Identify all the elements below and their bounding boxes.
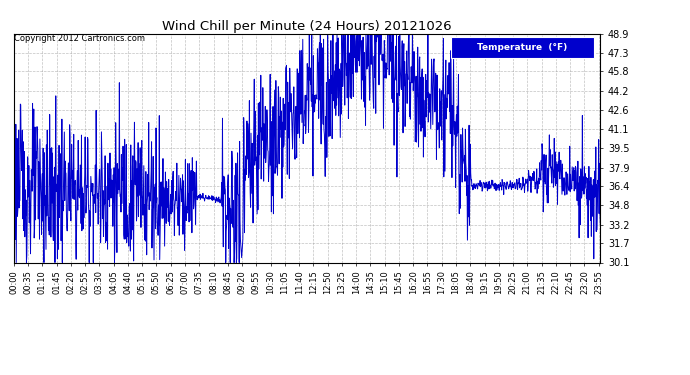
- Text: Temperature  (°F): Temperature (°F): [477, 43, 568, 52]
- Bar: [451, 37, 594, 58]
- Title: Wind Chill per Minute (24 Hours) 20121026: Wind Chill per Minute (24 Hours) 2012102…: [162, 20, 452, 33]
- Text: Copyright 2012 Cartronics.com: Copyright 2012 Cartronics.com: [14, 34, 145, 43]
